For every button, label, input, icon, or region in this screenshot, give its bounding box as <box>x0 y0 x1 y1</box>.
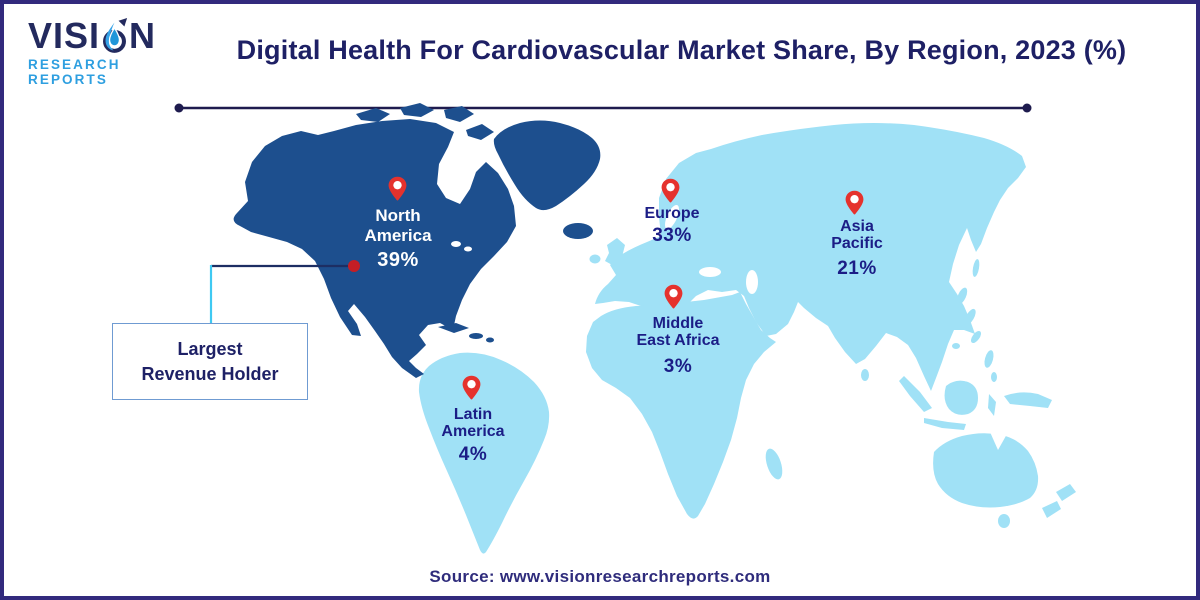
map-sea-cutouts <box>665 204 1007 450</box>
value-europe: 33% <box>652 225 692 246</box>
region-shape-north-america <box>233 119 516 378</box>
brand-logo: VISI N RESEARCH REPORTS <box>28 16 198 88</box>
region-shape-greenland <box>493 120 601 211</box>
largest-revenue-callout: Largest Revenue Holder <box>112 323 308 400</box>
pin-north-america-icon <box>388 176 407 201</box>
brand-tagline: RESEARCH REPORTS <box>28 57 121 87</box>
pin-latin-america-icon <box>462 375 481 400</box>
region-shape-australia <box>933 433 1039 508</box>
logo-swoosh-o-icon <box>103 18 128 53</box>
value-north-america: 39% <box>377 249 419 271</box>
pin-europe-icon <box>661 178 680 203</box>
label-latin-america: Latin America 4% <box>441 406 505 465</box>
value-latin-america: 4% <box>458 444 488 465</box>
region-shape-iceland <box>563 223 593 239</box>
brand-name-pre: VISI <box>28 15 101 56</box>
page-title: Digital Health For Cardiovascular Market… <box>236 35 1127 65</box>
region-shape-middle-east-africa <box>586 292 776 519</box>
region-shape-latin-america <box>418 352 550 554</box>
source-text: Source: www.visionresearchreports.com <box>429 567 771 586</box>
value-middle-east-africa: 3% <box>663 356 693 377</box>
pin-middle-east-africa-icon <box>664 284 683 309</box>
label-asia-pacific: Asia Pacific 21% <box>831 218 883 279</box>
world-map <box>233 103 1076 554</box>
region-shapes-dark <box>233 103 601 378</box>
region-shapes-light <box>418 123 1076 554</box>
pin-asia-pacific-icon <box>845 190 864 215</box>
label-north-america: North America 39% <box>364 206 432 271</box>
label-europe: Europe 33% <box>644 205 700 246</box>
map-great-lakes <box>451 241 472 252</box>
brand-name-post: N <box>129 15 157 56</box>
value-asia-pacific: 21% <box>837 258 877 279</box>
brand-name: VISI N <box>28 16 198 56</box>
region-shape-eurasia <box>595 123 1026 391</box>
label-middle-east-africa: Middle East Africa 3% <box>636 315 720 377</box>
title-divider <box>174 103 1032 113</box>
